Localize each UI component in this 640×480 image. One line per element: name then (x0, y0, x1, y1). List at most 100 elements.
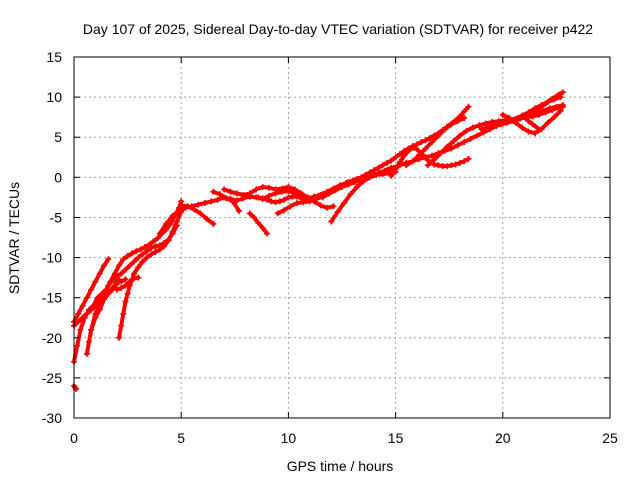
data-point (461, 114, 468, 121)
data-point (291, 186, 298, 193)
data-series (116, 208, 185, 341)
data-point (454, 142, 461, 149)
data-point (375, 164, 382, 171)
data-point (86, 338, 93, 345)
grid-lines (74, 57, 610, 418)
data-point (233, 197, 240, 204)
data-point (79, 302, 86, 309)
data-point (143, 248, 150, 255)
data-point (529, 121, 536, 128)
data-point (118, 270, 125, 277)
x-tick-label: 0 (70, 430, 78, 446)
data-point (113, 273, 120, 280)
data-point (293, 193, 300, 200)
x-tick-label: 5 (177, 430, 185, 446)
data-point (388, 157, 395, 164)
data-point (525, 118, 532, 125)
data-point (544, 119, 551, 126)
data-point (559, 89, 566, 96)
data-point (531, 130, 538, 137)
x-tick-label: 25 (602, 430, 618, 446)
data-point (251, 214, 258, 221)
data-point (227, 188, 234, 195)
data-point (276, 198, 283, 205)
data-point (317, 202, 324, 209)
data-point (392, 154, 399, 161)
data-point (504, 119, 511, 126)
data-point (469, 124, 476, 131)
data-point (354, 183, 361, 190)
data-points (71, 89, 566, 393)
data-point (126, 278, 133, 285)
data-point (454, 118, 461, 125)
y-tick-label: 5 (54, 129, 62, 145)
data-point (555, 104, 562, 111)
data-point (148, 251, 155, 258)
series-trail (404, 116, 467, 168)
data-point (448, 121, 455, 128)
data-series (210, 188, 243, 215)
data-point (379, 162, 386, 169)
data-series (178, 202, 217, 227)
data-point (529, 108, 536, 115)
data-point (422, 137, 429, 144)
data-point (122, 276, 129, 283)
data-series (328, 168, 399, 225)
data-point (429, 139, 436, 146)
data-point (405, 147, 412, 154)
data-point (143, 254, 150, 261)
data-point (444, 143, 451, 150)
data-point (334, 208, 341, 215)
data-point (463, 127, 470, 134)
data-point (300, 199, 307, 206)
data-point (416, 151, 423, 158)
data-point (345, 181, 352, 188)
data-point (96, 270, 103, 277)
data-point (255, 194, 262, 201)
data-point (214, 196, 221, 203)
data-point (101, 262, 108, 269)
data-point (278, 185, 285, 192)
data-point (435, 132, 442, 139)
data-point (409, 158, 416, 165)
data-point (456, 132, 463, 139)
data-point (223, 195, 230, 202)
data-point (542, 109, 549, 116)
data-point (435, 162, 442, 169)
data-point (274, 210, 281, 217)
data-point (474, 132, 481, 139)
data-point (450, 138, 457, 145)
x-tick-label: 10 (281, 430, 297, 446)
data-point (165, 237, 172, 244)
data-point (461, 158, 468, 165)
data-point (293, 200, 300, 207)
y-tick-label: -15 (42, 290, 62, 306)
data-point (418, 139, 425, 146)
data-point (287, 203, 294, 210)
data-point (259, 183, 266, 190)
data-point (448, 162, 455, 169)
data-point (154, 235, 161, 242)
y-tick-label: -20 (42, 330, 62, 346)
data-point (105, 256, 112, 263)
data-point (133, 248, 140, 255)
data-point (268, 198, 275, 205)
data-point (429, 152, 436, 159)
data-point (330, 203, 337, 210)
data-point (169, 212, 176, 219)
data-point (557, 107, 564, 114)
data-point (105, 282, 112, 289)
data-point (120, 256, 127, 263)
series-trail (522, 115, 540, 130)
data-series (88, 276, 129, 333)
data-point (326, 190, 333, 197)
data-point (285, 194, 292, 201)
data-point (126, 262, 133, 269)
data-point (210, 188, 217, 195)
data-point (534, 124, 541, 131)
data-point (122, 266, 129, 273)
y-tick-label: 10 (46, 89, 62, 105)
data-point (161, 243, 168, 250)
data-point (373, 171, 380, 178)
data-point (75, 310, 82, 317)
